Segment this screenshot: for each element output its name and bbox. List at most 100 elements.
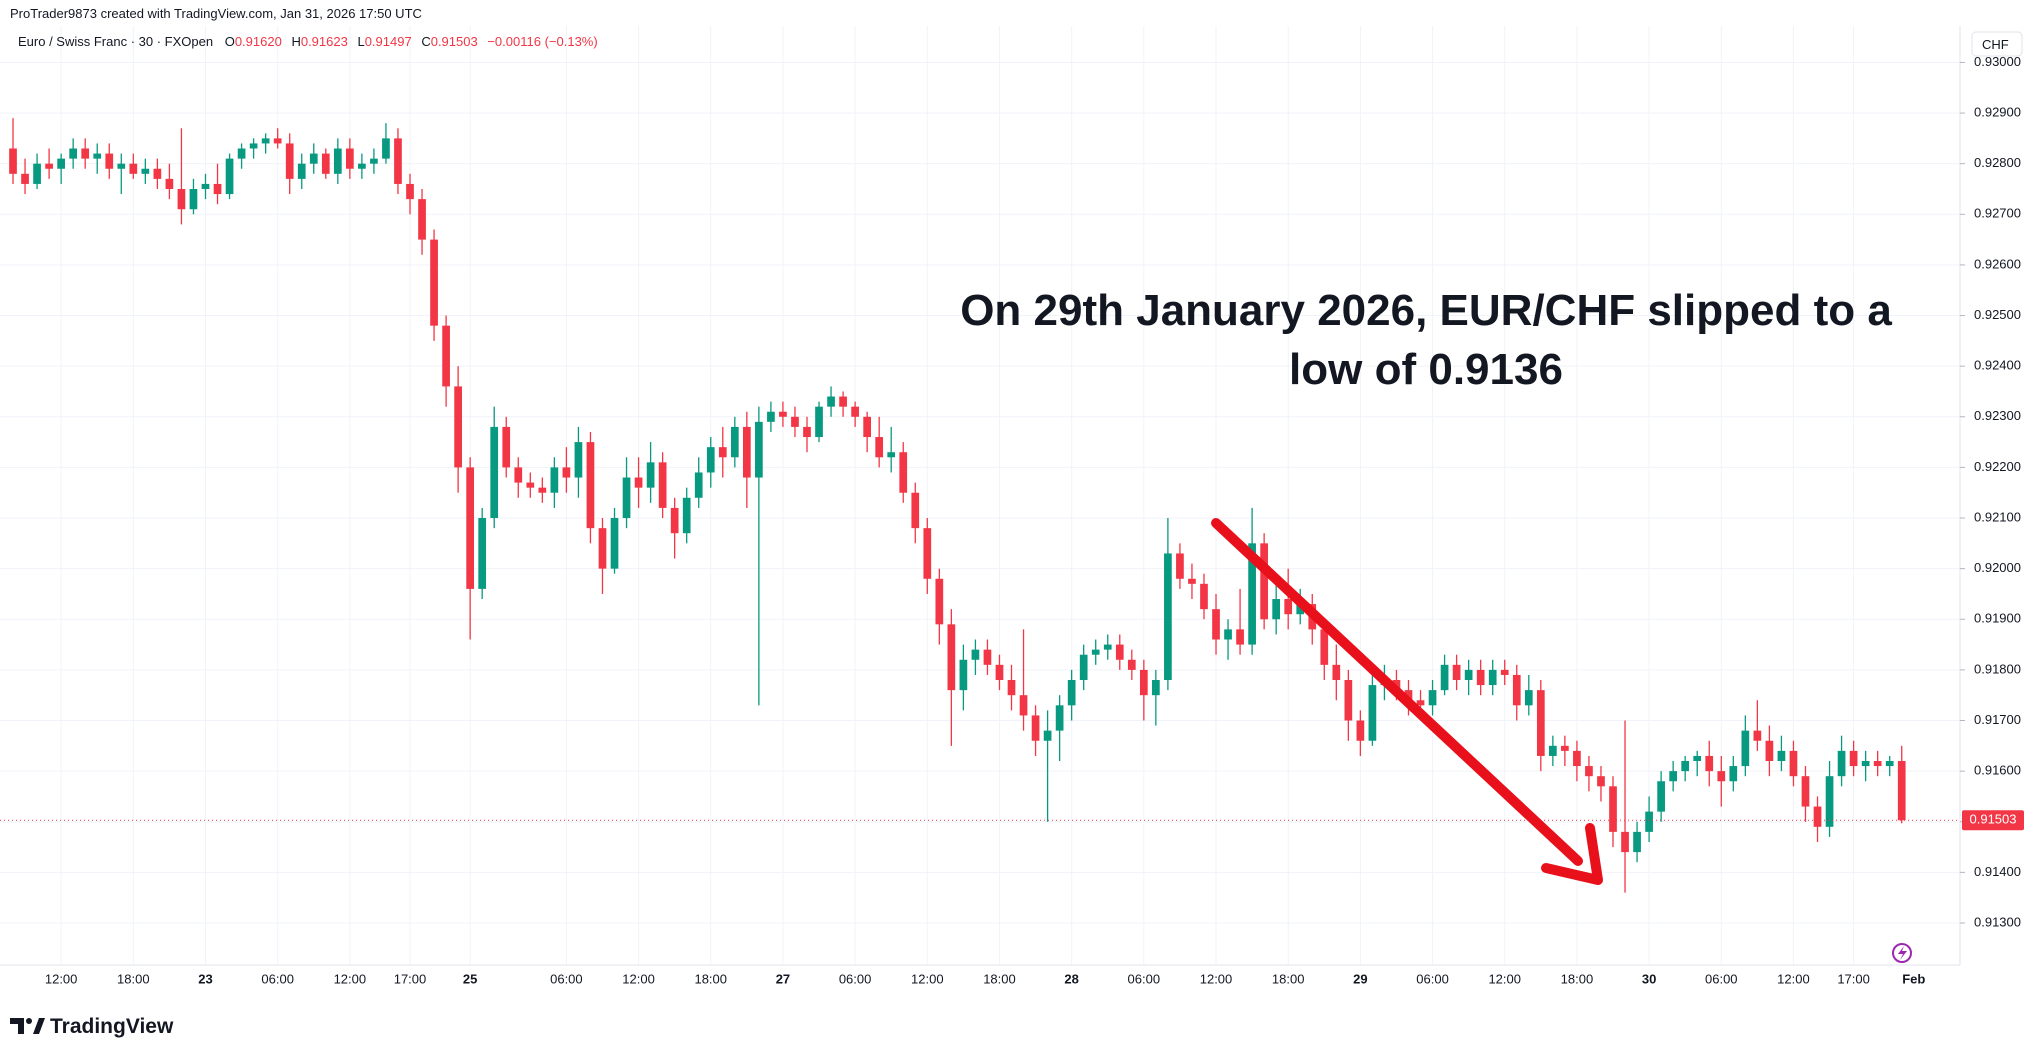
arrow-shaft xyxy=(1211,518,1583,866)
candle-body xyxy=(129,163,138,174)
change: −0.00116 (−0.13%) xyxy=(487,34,597,49)
candle-body xyxy=(189,188,198,210)
logo-text: TradingView xyxy=(50,1015,174,1038)
x-tick-label: 30 xyxy=(1642,971,1656,986)
candle-body xyxy=(93,153,102,159)
candle-body xyxy=(851,406,859,417)
candle-body xyxy=(502,426,511,468)
candle-body xyxy=(418,199,426,240)
x-tick-label: 06:00 xyxy=(550,971,583,986)
candle-body xyxy=(1813,806,1822,827)
candle-body xyxy=(1248,543,1256,645)
candle-body xyxy=(1416,700,1425,706)
candle-body xyxy=(1464,669,1473,681)
candle-body xyxy=(1200,583,1208,610)
y-tick-label: 0.91300 xyxy=(1974,914,2021,929)
candle-body xyxy=(1079,654,1088,681)
candle-body xyxy=(706,447,715,473)
candle-body xyxy=(1753,730,1762,741)
symbol: Euro / Swiss Franc · 30 · FXOpen xyxy=(18,34,213,49)
candle-body xyxy=(1488,669,1497,686)
candle-body xyxy=(1152,680,1160,696)
candle-body xyxy=(1440,664,1449,691)
y-tick-label: 0.91800 xyxy=(1974,661,2021,676)
candle-body xyxy=(1789,750,1798,777)
candle-body xyxy=(1585,766,1593,777)
x-tick-label: 12:00 xyxy=(1777,971,1810,986)
candle-body xyxy=(887,452,896,458)
candle-body xyxy=(285,143,294,179)
y-tick-label: 0.92800 xyxy=(1974,155,2021,170)
y-tick-label: 0.92500 xyxy=(1974,307,2021,322)
candle-body xyxy=(69,148,78,159)
y-tick-label: 0.92100 xyxy=(1974,509,2021,524)
candle-body xyxy=(1428,690,1437,706)
axes: 0.913000.914000.915000.916000.917000.918… xyxy=(45,54,2024,986)
candle-body xyxy=(1621,831,1629,853)
attribution: ProTrader9873 created with TradingView.c… xyxy=(10,6,422,21)
arrow-head xyxy=(1541,823,1603,885)
candle-body xyxy=(971,649,980,660)
ohlc-value: 0.91497 xyxy=(365,34,412,49)
candle-body xyxy=(1657,781,1665,812)
x-tick-label: 12:00 xyxy=(45,971,78,986)
x-tick-label: 12:00 xyxy=(911,971,944,986)
x-tick-label: 06:00 xyxy=(261,971,294,986)
x-tick-label: 06:00 xyxy=(839,971,872,986)
candle-body xyxy=(1849,750,1858,767)
candle-body xyxy=(1741,730,1750,767)
candle-body xyxy=(1224,629,1232,640)
candle-body xyxy=(947,624,956,691)
candle-body xyxy=(634,477,643,488)
candle-body xyxy=(622,477,631,519)
candle-body xyxy=(1091,649,1100,655)
candle-body xyxy=(273,138,282,144)
candle-body xyxy=(682,497,691,534)
candle-body xyxy=(297,163,306,179)
y-tick-label: 0.92200 xyxy=(1974,459,2021,474)
candle-body xyxy=(1212,609,1220,640)
candle-body xyxy=(1801,776,1810,807)
candle-body xyxy=(1115,644,1124,660)
grid xyxy=(0,26,1960,965)
ohlc-label: L xyxy=(357,34,364,49)
x-tick-label: 18:00 xyxy=(694,971,727,986)
candle-body xyxy=(791,416,799,427)
candle-body xyxy=(442,325,450,387)
candle-body xyxy=(1176,553,1184,579)
candle-body xyxy=(1765,740,1774,762)
candle-body xyxy=(346,148,354,169)
ohlc-label: O xyxy=(225,34,235,49)
x-tick-label: 06:00 xyxy=(1128,971,1161,986)
currency-box[interactable] xyxy=(1971,31,2023,57)
x-tick-label: 06:00 xyxy=(1705,971,1738,986)
candle-body xyxy=(358,163,366,169)
candle-body xyxy=(574,442,583,478)
candle-body xyxy=(646,462,655,488)
candle-body xyxy=(550,467,559,493)
candle-body xyxy=(899,452,908,493)
currency: CHF xyxy=(1982,37,2009,52)
x-tick-label: 12:00 xyxy=(622,971,655,986)
ohlc-value: 0.91503 xyxy=(431,34,478,49)
x-tick-label: 18:00 xyxy=(983,971,1016,986)
candle-body xyxy=(1524,690,1533,706)
candle-body xyxy=(213,183,222,195)
candle-body xyxy=(382,138,390,159)
candle-body xyxy=(9,148,17,174)
y-tick-label: 0.92300 xyxy=(1974,408,2021,423)
alert-icon[interactable] xyxy=(1892,943,1912,963)
candle-body xyxy=(430,239,438,326)
y-tick-label: 0.92700 xyxy=(1974,206,2021,221)
candle-body xyxy=(586,442,595,529)
x-tick-label: 18:00 xyxy=(1561,971,1594,986)
candle-body xyxy=(911,492,920,529)
candle-body xyxy=(117,163,126,169)
x-tick-label: 29 xyxy=(1353,971,1367,986)
candle-body xyxy=(839,396,847,407)
candle-body xyxy=(803,426,811,438)
candle-body xyxy=(1260,543,1268,620)
